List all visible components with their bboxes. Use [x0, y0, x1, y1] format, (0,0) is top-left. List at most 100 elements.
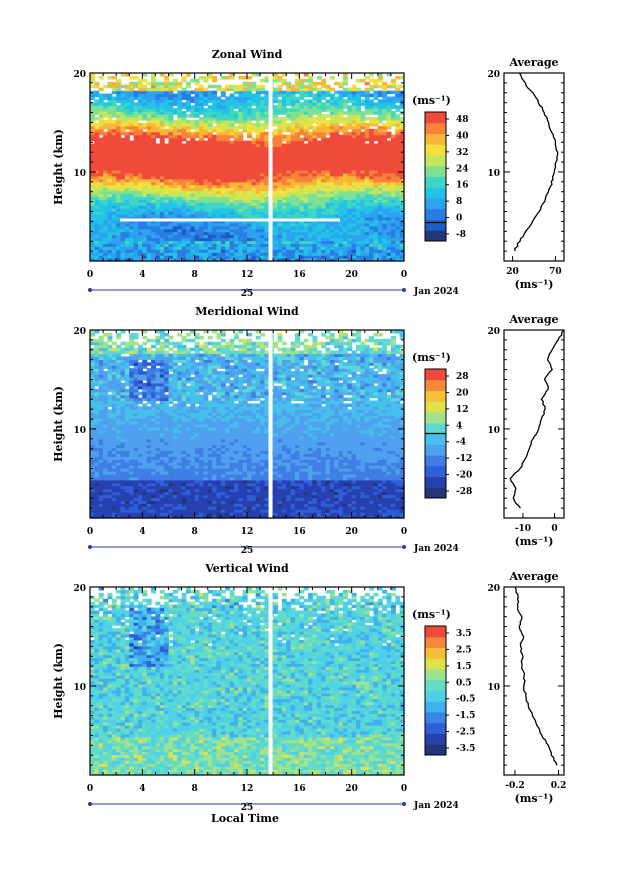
meridional-colorbar-label: 12	[456, 405, 469, 415]
meridional-colorbar-swatch	[425, 379, 446, 391]
zonal-xtick-label: 12	[241, 270, 254, 280]
zonal-colorbar-label: 24	[456, 164, 469, 174]
meridional-colorbar-label: -20	[456, 471, 472, 481]
zonal-ylabel: Height (km)	[52, 129, 65, 205]
vertical-colorbar-label: 1.5	[456, 662, 472, 672]
meridional-profile-title: Average	[508, 313, 558, 326]
meridional-xtick-label: 0	[401, 527, 407, 537]
vertical-colorbar-swatch	[425, 690, 446, 702]
zonal-colorbar-label: 40	[456, 131, 469, 141]
meridional-heatmap	[90, 330, 405, 519]
meridional-profile-frame	[503, 329, 565, 519]
meridional-profile-line	[509, 329, 565, 509]
vertical-xtick-label: 12	[241, 784, 254, 794]
zonal-day-start	[88, 288, 92, 292]
zonal-colorbar-swatch	[425, 198, 446, 210]
vertical-profile-line	[514, 586, 558, 766]
vertical-colorbar-swatch	[425, 636, 446, 648]
meridional-colorbar-swatch	[425, 455, 446, 467]
zonal-date-label: Jan 2024	[413, 287, 459, 297]
zonal-profile-xtick-label: 70	[549, 267, 562, 277]
meridional-gap	[268, 330, 273, 518]
meridional-colorbar: 28 20 12 4 -4 -12 -20 -28	[424, 368, 472, 499]
vertical-day-label: 25	[241, 803, 254, 813]
vertical-colorbar-swatch	[425, 712, 446, 724]
zonal-colorbar-swatch	[425, 155, 446, 167]
zonal-colorbar-swatch	[425, 187, 446, 199]
vertical-wind-panel: Vertical Wind 0 4 8 12 16 20 0 10 20 Height (km) 25…	[52, 562, 566, 813]
vertical-day-end	[402, 802, 406, 806]
meridional-xtick-label: 8	[192, 527, 198, 537]
zonal-xtick-label: 0	[87, 270, 93, 280]
zonal-colorbar-label: 8	[456, 197, 462, 207]
vertical-profile-ytick-label: 20	[487, 584, 500, 594]
vertical-colorbar-swatch	[425, 733, 446, 745]
meridional-colorbar-swatch	[425, 390, 446, 402]
zonal-xtick-label: 16	[293, 270, 306, 280]
vertical-colorbar-label: -2.5	[456, 728, 475, 738]
vertical-colorbar-swatch	[425, 669, 446, 681]
zonal-profile-frame	[503, 72, 565, 262]
vertical-profile-ytick-label: 10	[487, 683, 500, 693]
zonal-profile-ytick-label: 10	[487, 169, 500, 179]
vertical-colorbar-label: -0.5	[456, 695, 475, 705]
meridional-profile-xlabel: (ms⁻¹)	[515, 535, 554, 548]
meridional-wind-panel: Meridional Wind 0 4 8 12 16 20 0 10 20 Height (km)…	[52, 305, 565, 556]
zonal-colorbar-swatch	[425, 165, 446, 177]
vertical-profile-frame	[503, 586, 565, 776]
meridional-colorbar-label: 28	[456, 372, 469, 382]
meridional-profile-ytick-label: 10	[487, 426, 500, 436]
zonal-day-end	[402, 288, 406, 292]
meridional-colorbar-swatch	[425, 369, 446, 381]
meridional-xtick-label: 12	[241, 527, 254, 537]
meridional-xtick-label: 16	[293, 527, 306, 537]
meridional-day-end	[402, 545, 406, 549]
meridional-colorbar-swatch	[425, 412, 446, 424]
meridional-xtick-label: 20	[345, 527, 358, 537]
vertical-colorbar-label: -1.5	[456, 711, 475, 721]
vertical-colorbar-label: 3.5	[456, 629, 472, 639]
meridional-xtick-label: 0	[87, 527, 93, 537]
zonal-colorbar-swatch	[425, 112, 446, 124]
meridional-colorbar-label: 4	[456, 421, 462, 431]
meridional-colorbar-swatch	[425, 444, 446, 456]
vertical-gap	[268, 587, 273, 775]
meridional-colorbar-label: 20	[456, 388, 469, 398]
vertical-colorbar-label: 2.5	[456, 645, 472, 655]
vertical-xtick-label: 0	[401, 784, 407, 794]
meridional-day-start	[88, 545, 92, 549]
vertical-colorbar-swatch	[425, 626, 446, 638]
zonal-profile-title: Average	[508, 56, 558, 69]
vertical-ytick-label: 20	[73, 584, 86, 594]
zonal-profile-xtick-label: 20	[506, 267, 519, 277]
zonal-profile-ytick-label: 20	[487, 70, 500, 80]
vertical-unit-label: (ms⁻¹)	[412, 608, 451, 621]
zonal-colorbar-swatch	[425, 144, 446, 156]
vertical-profile-title: Average	[508, 570, 558, 583]
meridional-unit-label: (ms⁻¹)	[412, 351, 451, 364]
vertical-date-label: Jan 2024	[413, 801, 459, 811]
meridional-colorbar-label: -12	[456, 454, 472, 464]
vertical-colorbar: 3.5 2.5 1.5 0.5 -0.5 -1.5 -2.5 -3.5	[424, 625, 475, 756]
vertical-colorbar-swatch	[425, 658, 446, 670]
meridional-colorbar-swatch	[425, 465, 446, 477]
meridional-profile-xtick-label: 0	[551, 524, 557, 534]
zonal-colorbar-swatch	[425, 176, 446, 188]
vertical-colorbar-swatch	[425, 744, 446, 756]
zonal-profile-xlabel: (ms⁻¹)	[515, 278, 554, 291]
zonal-colorbar-swatch	[425, 122, 446, 134]
zonal-profile-line	[513, 72, 559, 252]
vertical-xtick-label: 0	[87, 784, 93, 794]
zonal-gap-row	[120, 218, 340, 222]
zonal-xtick-label: 4	[139, 270, 145, 280]
vertical-xtick-label: 20	[345, 784, 358, 794]
vertical-day-start	[88, 802, 92, 806]
vertical-colorbar-swatch	[425, 647, 446, 659]
meridional-colorbar-label: -4	[456, 438, 466, 448]
zonal-colorbar-label: 48	[456, 115, 469, 125]
meridional-date-label: Jan 2024	[413, 544, 459, 554]
meridional-day-label: 25	[241, 546, 254, 556]
zonal-colorbar-swatch	[425, 133, 446, 145]
